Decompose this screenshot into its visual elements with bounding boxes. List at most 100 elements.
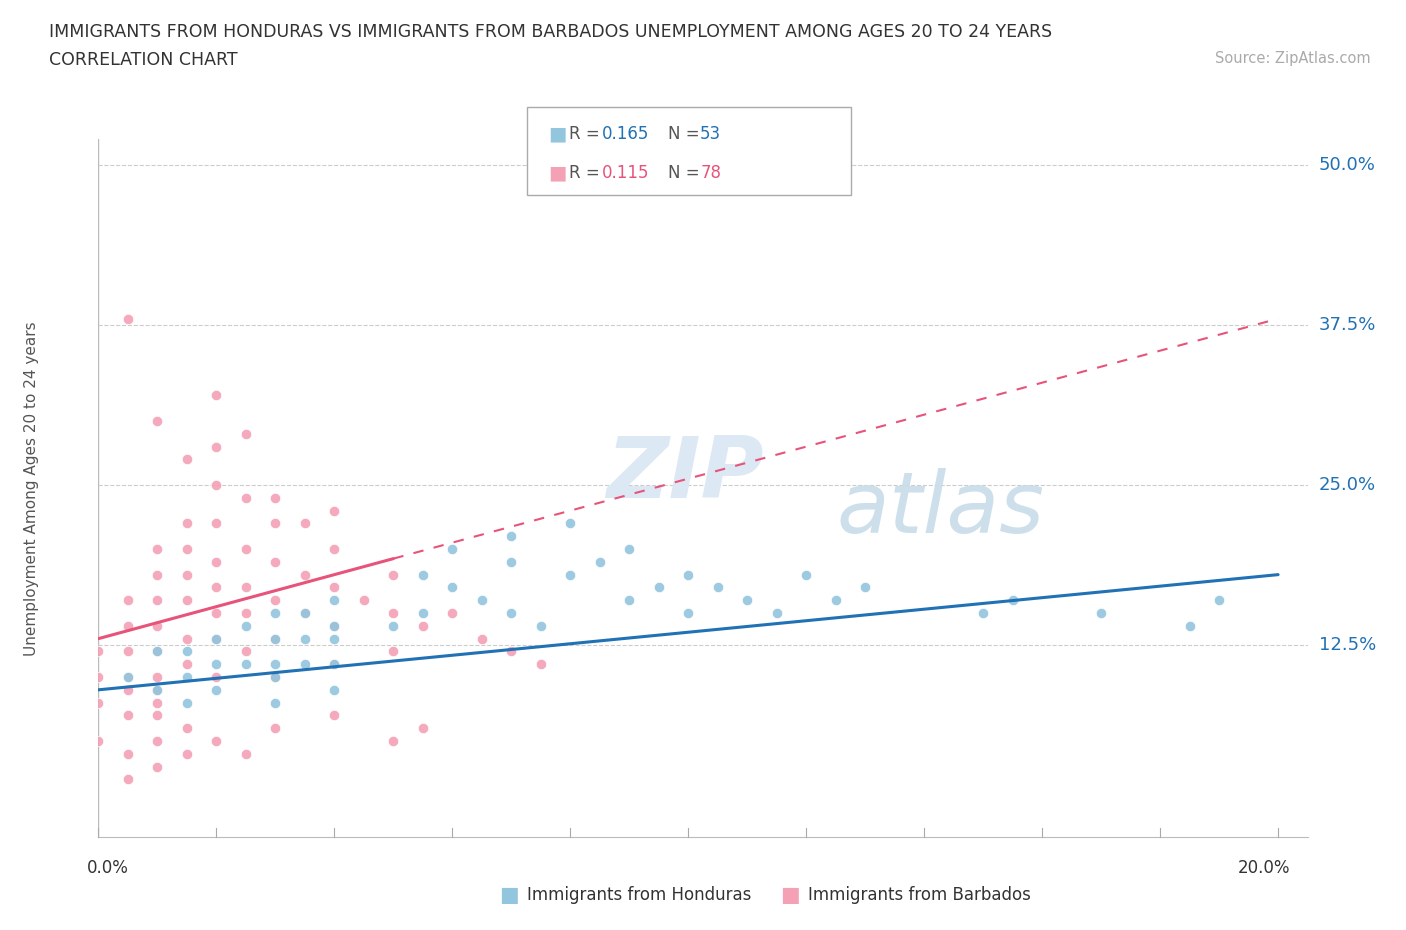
Point — [235, 618, 257, 633]
Point — [353, 592, 375, 607]
Point — [87, 696, 110, 711]
Point — [176, 541, 198, 556]
Point — [146, 683, 169, 698]
Point — [117, 747, 139, 762]
Point — [794, 567, 817, 582]
Point — [205, 631, 228, 646]
Point — [205, 605, 228, 620]
Point — [146, 670, 169, 684]
Point — [117, 592, 139, 607]
Point — [412, 721, 434, 736]
Point — [294, 567, 316, 582]
Point — [235, 657, 257, 671]
Point — [264, 516, 287, 531]
Point — [323, 580, 346, 595]
Point — [146, 734, 169, 749]
Point — [323, 592, 346, 607]
Point — [176, 696, 198, 711]
Point — [323, 657, 346, 671]
Text: 50.0%: 50.0% — [1319, 156, 1375, 174]
Point — [235, 605, 257, 620]
Point — [382, 734, 405, 749]
Text: 0.115: 0.115 — [602, 165, 650, 182]
Text: 20.0%: 20.0% — [1237, 858, 1289, 877]
Point — [146, 541, 169, 556]
Point — [264, 631, 287, 646]
Point — [441, 605, 464, 620]
Point — [87, 644, 110, 658]
Point — [235, 427, 257, 442]
Point — [264, 554, 287, 569]
Point — [589, 554, 612, 569]
Point — [382, 605, 405, 620]
Point — [471, 631, 494, 646]
Point — [176, 670, 198, 684]
Point — [205, 388, 228, 403]
Point — [117, 618, 139, 633]
Point — [205, 734, 228, 749]
Point — [619, 541, 641, 556]
Text: Immigrants from Barbados: Immigrants from Barbados — [808, 885, 1032, 904]
Point — [323, 541, 346, 556]
Point — [382, 618, 405, 633]
Text: 0.0%: 0.0% — [87, 858, 128, 877]
Point — [323, 708, 346, 723]
Point — [294, 605, 316, 620]
Text: R =: R = — [569, 165, 606, 182]
Point — [441, 580, 464, 595]
Point — [87, 670, 110, 684]
Point — [146, 708, 169, 723]
Point — [530, 657, 553, 671]
Point — [264, 670, 287, 684]
Point — [294, 631, 316, 646]
Point — [264, 592, 287, 607]
Point — [501, 644, 523, 658]
Point — [1001, 592, 1024, 607]
Point — [678, 605, 700, 620]
Point — [205, 670, 228, 684]
Point — [765, 605, 787, 620]
Point — [323, 503, 346, 518]
Point — [205, 516, 228, 531]
Point — [264, 605, 287, 620]
Text: atlas: atlas — [837, 468, 1045, 551]
Point — [176, 747, 198, 762]
Point — [648, 580, 671, 595]
Point — [205, 631, 228, 646]
Point — [176, 644, 198, 658]
Point — [853, 580, 876, 595]
Point — [264, 490, 287, 505]
Point — [205, 580, 228, 595]
Text: 53: 53 — [700, 125, 721, 142]
Point — [619, 592, 641, 607]
Text: CORRELATION CHART: CORRELATION CHART — [49, 51, 238, 69]
Point — [205, 657, 228, 671]
Point — [678, 567, 700, 582]
Text: ■: ■ — [548, 125, 567, 143]
Point — [501, 529, 523, 544]
Point — [176, 567, 198, 582]
Text: N =: N = — [668, 165, 704, 182]
Point — [412, 567, 434, 582]
Point — [117, 670, 139, 684]
Point — [117, 644, 139, 658]
Point — [294, 605, 316, 620]
Point — [235, 580, 257, 595]
Point — [176, 592, 198, 607]
Text: 25.0%: 25.0% — [1319, 476, 1376, 494]
Point — [501, 605, 523, 620]
Point — [706, 580, 728, 595]
Text: 37.5%: 37.5% — [1319, 316, 1376, 334]
Point — [323, 631, 346, 646]
Point — [323, 683, 346, 698]
Text: IMMIGRANTS FROM HONDURAS VS IMMIGRANTS FROM BARBADOS UNEMPLOYMENT AMONG AGES 20 : IMMIGRANTS FROM HONDURAS VS IMMIGRANTS F… — [49, 23, 1052, 41]
Point — [441, 541, 464, 556]
Point — [382, 644, 405, 658]
Text: ■: ■ — [780, 884, 800, 905]
Text: Unemployment Among Ages 20 to 24 years: Unemployment Among Ages 20 to 24 years — [24, 321, 39, 656]
Point — [735, 592, 758, 607]
Point — [1178, 618, 1201, 633]
Point — [412, 618, 434, 633]
Point — [264, 631, 287, 646]
Point — [264, 721, 287, 736]
